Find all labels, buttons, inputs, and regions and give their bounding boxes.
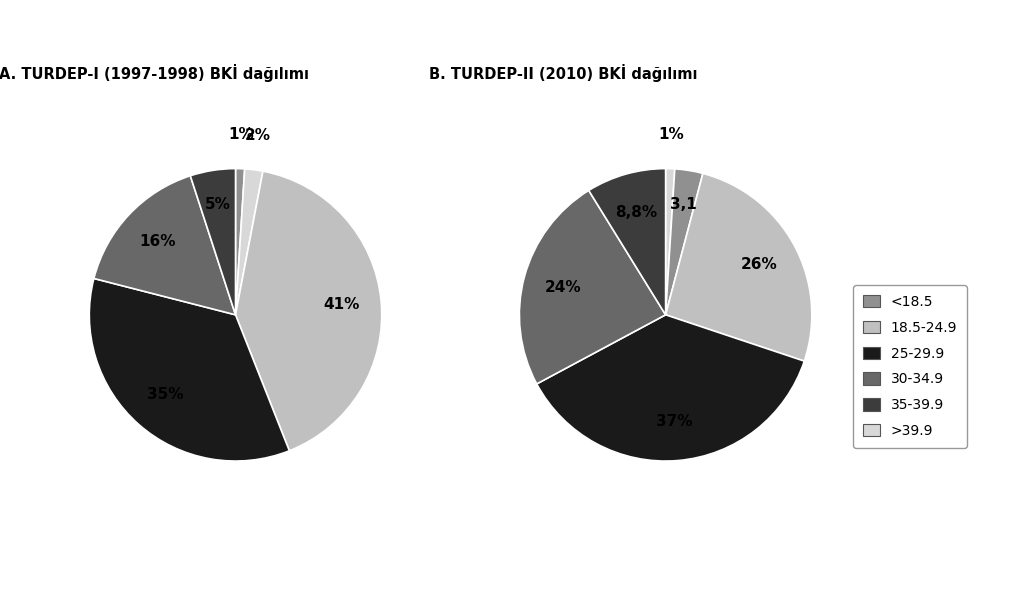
Text: 3,1: 3,1 xyxy=(670,197,697,212)
Wedge shape xyxy=(236,171,382,451)
Text: 16%: 16% xyxy=(139,234,176,249)
Text: 5%: 5% xyxy=(205,197,231,212)
Wedge shape xyxy=(537,315,804,461)
Wedge shape xyxy=(666,173,812,361)
Wedge shape xyxy=(190,169,236,315)
Wedge shape xyxy=(236,169,263,315)
Wedge shape xyxy=(666,169,675,315)
Text: 1%: 1% xyxy=(658,127,684,142)
Text: A. TURDEP-I (1997-1998) BKİ dağılımı: A. TURDEP-I (1997-1998) BKİ dağılımı xyxy=(0,64,309,82)
Wedge shape xyxy=(89,279,290,461)
Wedge shape xyxy=(94,176,236,315)
Text: 35%: 35% xyxy=(146,387,183,402)
Text: 41%: 41% xyxy=(324,297,359,312)
Wedge shape xyxy=(666,169,702,315)
Text: 8,8%: 8,8% xyxy=(615,205,657,220)
Text: 1%: 1% xyxy=(228,127,254,142)
Text: 24%: 24% xyxy=(545,280,581,295)
Text: 2%: 2% xyxy=(245,128,271,143)
Wedge shape xyxy=(236,169,245,315)
Legend: <18.5, 18.5-24.9, 25-29.9, 30-34.9, 35-39.9, >39.9: <18.5, 18.5-24.9, 25-29.9, 30-34.9, 35-3… xyxy=(853,285,967,448)
Text: 37%: 37% xyxy=(656,413,693,429)
Text: 26%: 26% xyxy=(741,257,778,271)
Text: B. TURDEP-II (2010) BKİ dağılımı: B. TURDEP-II (2010) BKİ dağılımı xyxy=(429,64,697,82)
Wedge shape xyxy=(519,191,666,384)
Wedge shape xyxy=(589,169,666,315)
